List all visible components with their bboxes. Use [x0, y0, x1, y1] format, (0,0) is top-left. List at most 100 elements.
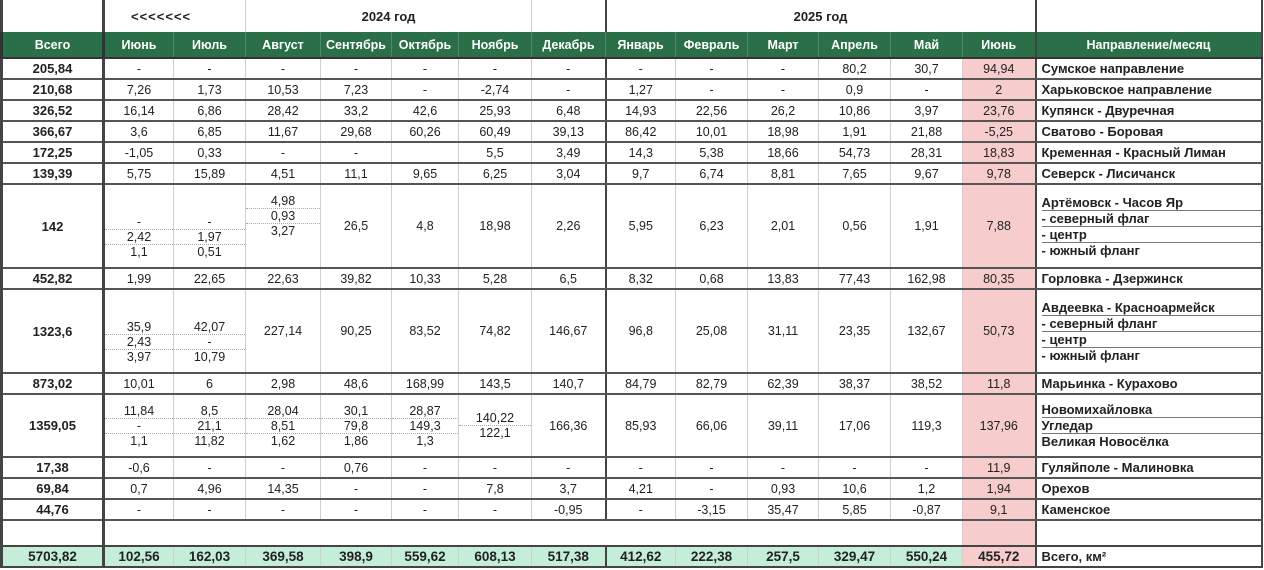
month-total[interactable]: 329,47 [818, 545, 891, 568]
value-cell[interactable]: - [890, 457, 963, 479]
value-cell[interactable]: - [604, 499, 676, 521]
row-total[interactable]: 139,39 [0, 163, 105, 185]
value-cell[interactable]: 1,91 [818, 121, 891, 143]
value-cell[interactable]: 96,8 [604, 289, 676, 374]
value-cell[interactable]: - [173, 58, 246, 80]
value-cell[interactable]: 62,39 [747, 373, 819, 395]
value-cell[interactable]: 4,51 [245, 163, 321, 185]
value-cell[interactable]: -2,74 [458, 79, 532, 101]
totals-label[interactable]: Всего, км² [1034, 545, 1263, 568]
value-cell[interactable]: 6,74 [675, 163, 748, 185]
value-cell[interactable]: 227,14 [245, 289, 321, 374]
value-cell[interactable]: 9,1 [962, 499, 1037, 521]
value-cell[interactable]: 10,33 [391, 268, 459, 290]
value-cell[interactable]: 1,27 [604, 79, 676, 101]
value-cell[interactable]: 84,79 [604, 373, 676, 395]
value-cell[interactable]: 166,36 [531, 394, 606, 458]
direction-name-group[interactable]: Новомихайловка Угледар Великая Новосёлка [1034, 394, 1263, 458]
month-header[interactable]: Октябрь [391, 32, 459, 59]
value-cell[interactable]: 48,6 [320, 373, 392, 395]
value-cell[interactable]: 22,63 [245, 268, 321, 290]
value-cell[interactable]: 5,28 [458, 268, 532, 290]
value-cell[interactable]: -3,15 [675, 499, 748, 521]
value-cell[interactable]: 7,88 [962, 184, 1037, 269]
value-cell[interactable]: 85,93 [604, 394, 676, 458]
value-cell-july[interactable]: 42,07-10,79 [173, 289, 246, 374]
value-cell[interactable]: 0,68 [675, 268, 748, 290]
value-cell-june[interactable]: 35,9 2,43 3,97 [103, 289, 174, 374]
row-total[interactable]: 205,84 [0, 58, 105, 80]
value-cell[interactable]: 11,1 [320, 163, 392, 185]
value-cell[interactable]: 25,08 [675, 289, 748, 374]
value-cell[interactable]: 1,99 [103, 268, 174, 290]
value-cell[interactable]: 14,93 [604, 100, 676, 122]
direction-name[interactable]: Северск - Лисичанск [1034, 163, 1263, 185]
value-cell[interactable]: 39,13 [531, 121, 606, 143]
row-total[interactable]: 44,76 [0, 499, 105, 521]
value-cell[interactable]: 6,25 [458, 163, 532, 185]
value-cell[interactable]: 1,73 [173, 79, 246, 101]
value-cell[interactable]: 3,7 [531, 478, 606, 500]
value-cell[interactable]: 18,66 [747, 142, 819, 164]
direction-name[interactable]: Марьинка - Курахово [1034, 373, 1263, 395]
month-total[interactable]: 455,72 [962, 545, 1037, 568]
value-cell[interactable]: 2,98 [245, 373, 321, 395]
row-total[interactable]: 1323,6 [0, 289, 105, 374]
value-cell[interactable]: 6,86 [173, 100, 246, 122]
value-cell[interactable]: 29,68 [320, 121, 392, 143]
direction-name[interactable]: Горловка - Дзержинск [1034, 268, 1263, 290]
value-cell-oct[interactable]: 28,87 149,3 1,3 [391, 394, 459, 458]
value-cell[interactable]: 5,75 [103, 163, 174, 185]
value-cell[interactable]: 0,93 [747, 478, 819, 500]
direction-name-group[interactable]: Артёмовск - Часов Яр - северный флаг - цен… [1034, 184, 1263, 269]
direction-name[interactable]: Кременная - Красный Лиман [1034, 142, 1263, 164]
value-cell-nov[interactable]: 140,22 122,1 [458, 394, 532, 458]
value-cell[interactable]: 26,2 [747, 100, 819, 122]
month-total[interactable]: 222,38 [675, 545, 748, 568]
value-cell[interactable]: 23,35 [818, 289, 891, 374]
value-cell[interactable]: 33,2 [320, 100, 392, 122]
value-cell[interactable]: 9,7 [604, 163, 676, 185]
value-cell[interactable]: 10,01 [103, 373, 174, 395]
value-cell[interactable]: 2 [962, 79, 1037, 101]
row-total[interactable]: 17,38 [0, 457, 105, 479]
value-cell[interactable]: 90,25 [320, 289, 392, 374]
value-cell[interactable]: 6,85 [173, 121, 246, 143]
row-total[interactable]: 366,67 [0, 121, 105, 143]
value-cell[interactable]: - [245, 58, 321, 80]
value-cell[interactable]: 5,85 [818, 499, 891, 521]
value-cell[interactable]: 3,04 [531, 163, 606, 185]
month-total[interactable]: 412,62 [604, 545, 676, 568]
value-cell[interactable]: - [458, 457, 532, 479]
row-total[interactable]: 69,84 [0, 478, 105, 500]
value-cell[interactable]: - [531, 58, 606, 80]
row-total[interactable]: 210,68 [0, 79, 105, 101]
value-cell[interactable]: - [675, 58, 748, 80]
value-cell[interactable]: - [245, 142, 321, 164]
month-header[interactable]: Июнь [103, 32, 174, 59]
value-cell[interactable]: 86,42 [604, 121, 676, 143]
direction-name[interactable]: Сватово - Боровая [1034, 121, 1263, 143]
value-cell[interactable]: 6,23 [675, 184, 748, 269]
value-cell[interactable]: 14,3 [604, 142, 676, 164]
value-cell[interactable]: - [747, 457, 819, 479]
value-cell[interactable]: - [391, 499, 459, 521]
value-cell[interactable]: 3,6 [103, 121, 174, 143]
value-cell[interactable]: 11,9 [962, 457, 1037, 479]
value-cell[interactable]: 132,67 [890, 289, 963, 374]
row-total[interactable]: 452,82 [0, 268, 105, 290]
row-total[interactable]: 172,25 [0, 142, 105, 164]
year-2024-label[interactable]: 2024 год [245, 0, 532, 32]
value-cell[interactable]: -0,6 [103, 457, 174, 479]
value-cell[interactable]: 18,83 [962, 142, 1037, 164]
row-total[interactable]: 873,02 [0, 373, 105, 395]
direction-name[interactable]: Харьковское направление [1034, 79, 1263, 101]
row-total[interactable]: 142 [0, 184, 105, 269]
value-cell[interactable]: -1,05 [103, 142, 174, 164]
value-cell[interactable]: 30,7 [890, 58, 963, 80]
month-total[interactable]: 398,9 [320, 545, 392, 568]
month-total[interactable]: 608,13 [458, 545, 532, 568]
value-cell[interactable]: 26,5 [320, 184, 392, 269]
year-2025-label[interactable]: 2025 год [604, 0, 1036, 32]
value-cell[interactable]: 3,97 [890, 100, 963, 122]
